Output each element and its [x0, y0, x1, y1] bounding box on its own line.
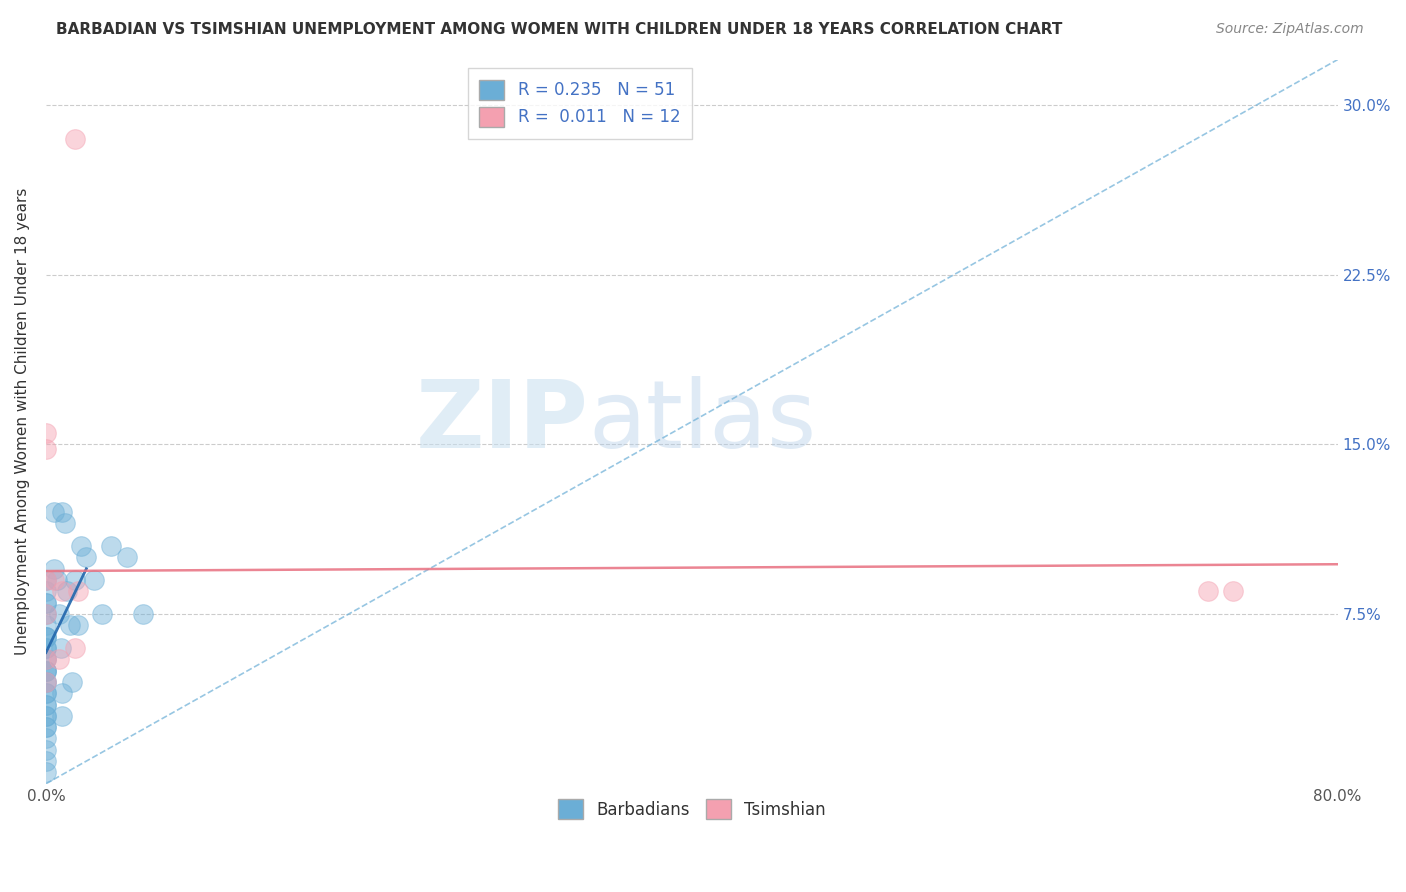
- Point: [59, 618, 82, 632]
- Point: [35, 709, 58, 723]
- Text: atlas: atlas: [589, 376, 817, 467]
- Point: [83, 573, 105, 587]
- Point: [75, 550, 97, 565]
- Y-axis label: Unemployment Among Women with Children Under 18 years: Unemployment Among Women with Children U…: [15, 188, 30, 656]
- Point: [35, 618, 58, 632]
- Point: [132, 607, 155, 621]
- Point: [70, 539, 93, 553]
- Point: [91, 607, 114, 621]
- Point: [1198, 584, 1220, 599]
- Point: [35, 630, 58, 644]
- Point: [35, 720, 58, 734]
- Point: [35, 630, 58, 644]
- Point: [35, 765, 58, 780]
- Point: [51, 584, 73, 599]
- Point: [48, 652, 70, 666]
- Point: [35, 607, 58, 621]
- Point: [51, 505, 73, 519]
- Point: [1222, 584, 1244, 599]
- Point: [35, 674, 58, 689]
- Point: [35, 640, 58, 655]
- Text: ZIP: ZIP: [416, 376, 589, 467]
- Point: [35, 573, 58, 587]
- Point: [35, 584, 58, 599]
- Point: [100, 539, 122, 553]
- Point: [35, 596, 58, 610]
- Point: [35, 674, 58, 689]
- Point: [42, 562, 65, 576]
- Point: [48, 607, 70, 621]
- Text: BARBADIAN VS TSIMSHIAN UNEMPLOYMENT AMONG WOMEN WITH CHILDREN UNDER 18 YEARS COR: BARBADIAN VS TSIMSHIAN UNEMPLOYMENT AMON…: [56, 22, 1063, 37]
- Point: [35, 698, 58, 712]
- Point: [51, 686, 73, 700]
- Point: [35, 686, 58, 700]
- Point: [35, 607, 58, 621]
- Point: [35, 698, 58, 712]
- Point: [49, 640, 72, 655]
- Point: [67, 618, 90, 632]
- Point: [35, 630, 58, 644]
- Point: [35, 754, 58, 768]
- Point: [35, 674, 58, 689]
- Point: [63, 640, 86, 655]
- Point: [35, 686, 58, 700]
- Point: [51, 709, 73, 723]
- Point: [42, 505, 65, 519]
- Point: [42, 573, 65, 587]
- Point: [53, 516, 76, 531]
- Point: [67, 584, 90, 599]
- Point: [35, 731, 58, 746]
- Point: [35, 743, 58, 757]
- Point: [35, 720, 58, 734]
- Point: [35, 573, 58, 587]
- Point: [46, 573, 69, 587]
- Point: [115, 550, 138, 565]
- Point: [35, 652, 58, 666]
- Point: [35, 640, 58, 655]
- Point: [35, 652, 58, 666]
- Point: [56, 584, 79, 599]
- Legend: Barbadians, Tsimshian: Barbadians, Tsimshian: [551, 792, 832, 826]
- Point: [35, 664, 58, 678]
- Point: [63, 132, 86, 146]
- Text: Source: ZipAtlas.com: Source: ZipAtlas.com: [1216, 22, 1364, 37]
- Point: [63, 573, 86, 587]
- Point: [60, 674, 83, 689]
- Point: [35, 425, 58, 440]
- Point: [35, 709, 58, 723]
- Point: [35, 442, 58, 456]
- Point: [35, 664, 58, 678]
- Point: [35, 664, 58, 678]
- Point: [35, 652, 58, 666]
- Point: [35, 596, 58, 610]
